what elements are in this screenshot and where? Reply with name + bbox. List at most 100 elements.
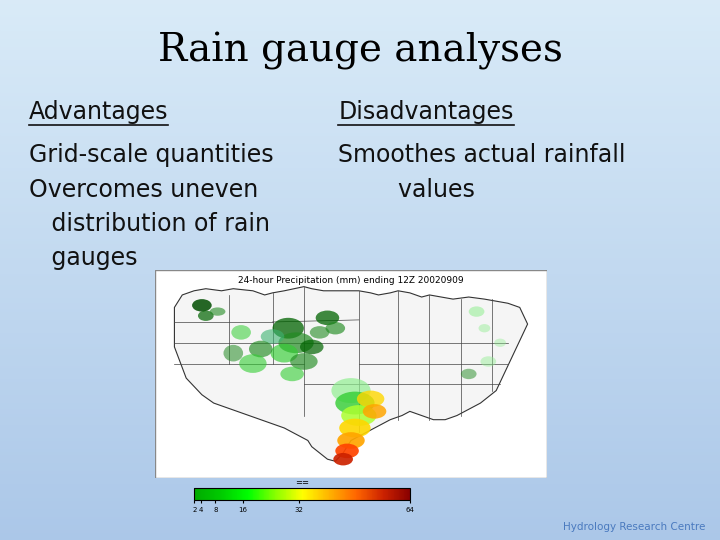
- Ellipse shape: [325, 322, 345, 334]
- Bar: [0, 227, 720, 229]
- Bar: [0, 270, 720, 273]
- Bar: [0, 219, 720, 221]
- Bar: [0, 202, 720, 205]
- Bar: [0, 221, 720, 224]
- Bar: [0, 346, 720, 348]
- Bar: [0, 22, 720, 24]
- Bar: [0, 232, 720, 235]
- Bar: [0, 167, 720, 170]
- Bar: [0, 284, 720, 286]
- Bar: [0, 213, 720, 216]
- Bar: [0, 448, 720, 451]
- Bar: [0, 319, 720, 321]
- Bar: [0, 265, 720, 267]
- Bar: [0, 205, 720, 208]
- Bar: [0, 135, 720, 138]
- Bar: [0, 310, 720, 313]
- Bar: [0, 267, 720, 270]
- Bar: [0, 446, 720, 448]
- Bar: [0, 24, 720, 27]
- Ellipse shape: [310, 326, 330, 339]
- Bar: [0, 173, 720, 176]
- Bar: [0, 89, 720, 92]
- Bar: [0, 235, 720, 238]
- Ellipse shape: [279, 332, 314, 353]
- Bar: [0, 356, 720, 359]
- Bar: [0, 0, 720, 3]
- Ellipse shape: [357, 390, 384, 407]
- Ellipse shape: [336, 392, 374, 415]
- Ellipse shape: [337, 432, 365, 449]
- Bar: [0, 119, 720, 122]
- Text: Disadvantages: Disadvantages: [338, 100, 514, 124]
- Bar: [0, 370, 720, 373]
- Bar: [0, 111, 720, 113]
- Bar: [0, 243, 720, 246]
- Bar: [0, 14, 720, 16]
- Bar: [0, 500, 720, 502]
- Bar: [0, 51, 720, 54]
- Text: Advantages: Advantages: [29, 100, 168, 124]
- Bar: [0, 362, 720, 364]
- Bar: [0, 329, 720, 332]
- Bar: [0, 238, 720, 240]
- Bar: [0, 140, 720, 143]
- Bar: [0, 432, 720, 435]
- Bar: [0, 122, 720, 124]
- Bar: [0, 429, 720, 432]
- Bar: [0, 194, 720, 197]
- Bar: [0, 537, 720, 540]
- Ellipse shape: [239, 354, 266, 373]
- Bar: [0, 256, 720, 259]
- Bar: [0, 424, 720, 427]
- Bar: [0, 513, 720, 516]
- Bar: [0, 192, 720, 194]
- Bar: [0, 116, 720, 119]
- Bar: [0, 178, 720, 181]
- Bar: [0, 132, 720, 135]
- Bar: [0, 483, 720, 486]
- Bar: [0, 462, 720, 464]
- Bar: [0, 254, 720, 256]
- Bar: [0, 38, 720, 40]
- Bar: [0, 103, 720, 105]
- Bar: [0, 70, 720, 73]
- Bar: [0, 92, 720, 94]
- Ellipse shape: [192, 299, 212, 312]
- Ellipse shape: [469, 306, 485, 317]
- Bar: [0, 57, 720, 59]
- Bar: [0, 78, 720, 81]
- Ellipse shape: [271, 344, 298, 362]
- Bar: [0, 154, 720, 157]
- Bar: [0, 176, 720, 178]
- Polygon shape: [174, 287, 528, 461]
- Bar: [0, 481, 720, 483]
- Bar: [0, 297, 720, 300]
- Bar: [0, 105, 720, 108]
- Bar: [0, 49, 720, 51]
- Bar: [0, 405, 720, 408]
- Bar: [0, 440, 720, 443]
- Bar: [0, 470, 720, 472]
- Bar: [0, 294, 720, 297]
- Bar: [0, 367, 720, 370]
- Bar: [0, 521, 720, 524]
- Bar: [0, 497, 720, 500]
- Bar: [0, 130, 720, 132]
- Bar: [0, 443, 720, 445]
- Bar: [0, 216, 720, 219]
- Bar: [0, 146, 720, 148]
- Bar: [0, 289, 720, 292]
- Bar: [0, 224, 720, 227]
- Bar: [0, 62, 720, 65]
- Ellipse shape: [339, 418, 371, 437]
- Bar: [0, 159, 720, 162]
- Bar: [0, 76, 720, 78]
- Bar: [0, 524, 720, 526]
- Bar: [0, 292, 720, 294]
- Bar: [0, 138, 720, 140]
- Bar: [0, 364, 720, 367]
- Bar: [0, 148, 720, 151]
- Bar: [0, 348, 720, 351]
- Bar: [0, 170, 720, 173]
